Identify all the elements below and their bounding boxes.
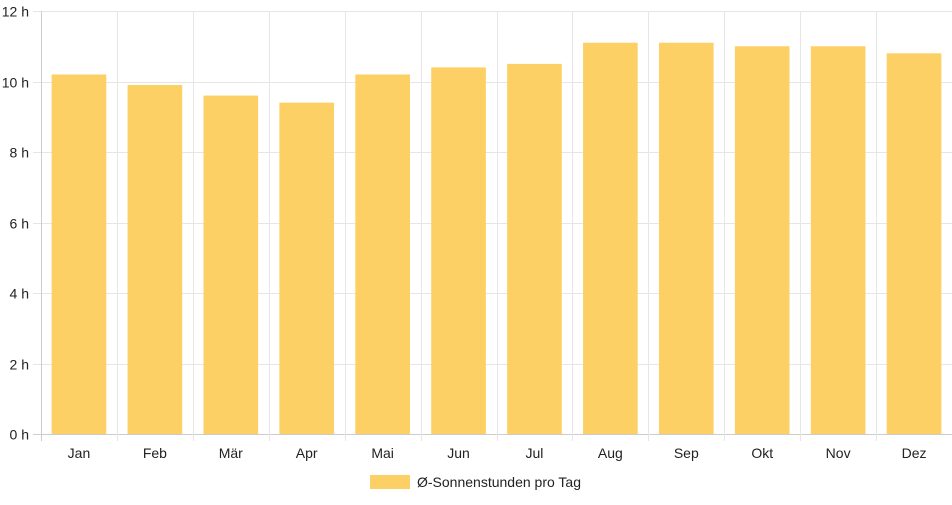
x-tick-label: Feb <box>143 445 167 461</box>
bar-jan[interactable] <box>51 74 107 434</box>
bar-mär[interactable] <box>203 95 259 434</box>
bar-sep[interactable] <box>658 42 714 434</box>
bar-aug[interactable] <box>583 42 638 434</box>
y-tick-label: 10 h <box>2 75 29 91</box>
bars <box>51 42 942 435</box>
bar-feb[interactable] <box>127 85 183 435</box>
y-tick-label: 6 h <box>10 216 29 232</box>
bar-apr[interactable] <box>279 102 335 435</box>
x-tick-label: Dez <box>902 445 927 461</box>
x-tick-label: Sep <box>674 445 699 461</box>
bar-nov[interactable] <box>810 46 866 434</box>
legend-swatch[interactable] <box>370 475 410 489</box>
y-tick-label: 2 h <box>10 357 29 373</box>
x-tick-label: Aug <box>598 445 623 461</box>
x-tick-label: Jan <box>68 445 91 461</box>
bar-jul[interactable] <box>507 63 562 435</box>
grid-lines <box>33 11 952 441</box>
x-tick-label: Nov <box>826 445 851 461</box>
legend[interactable]: Ø-Sonnenstunden pro Tag <box>370 474 581 490</box>
y-tick-label: 4 h <box>10 286 29 302</box>
x-tick-label: Mai <box>371 445 394 461</box>
y-tick-label: 0 h <box>10 427 29 443</box>
y-tick-label: 12 h <box>2 4 29 20</box>
legend-label[interactable]: Ø-Sonnenstunden pro Tag <box>417 474 581 490</box>
x-tick-label: Jun <box>447 445 470 461</box>
bar-dez[interactable] <box>886 53 942 435</box>
bar-okt[interactable] <box>734 46 790 434</box>
x-tick-label: Mär <box>219 445 243 461</box>
bar-mai[interactable] <box>355 74 410 434</box>
y-tick-label: 8 h <box>10 145 29 161</box>
x-tick-label: Okt <box>751 445 773 461</box>
bar-jun[interactable] <box>431 67 486 435</box>
axes: 0 h 2 h 4 h 6 h 8 h 10 h 12 h Jan Feb Mär Apr Mai Ju… <box>2 4 927 462</box>
x-tick-label: Apr <box>296 445 318 461</box>
x-tick-label: Jul <box>526 445 544 461</box>
